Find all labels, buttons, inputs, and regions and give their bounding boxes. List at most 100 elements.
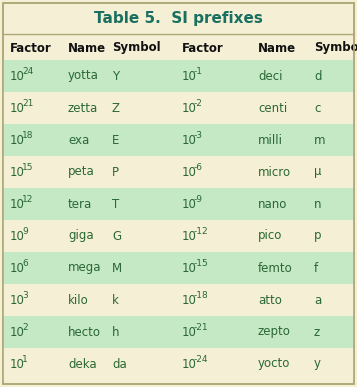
Text: 12: 12 — [22, 195, 33, 204]
Text: a: a — [314, 293, 321, 307]
Text: Factor: Factor — [182, 41, 224, 55]
Text: Factor: Factor — [10, 41, 52, 55]
Text: Table 5.  SI prefixes: Table 5. SI prefixes — [94, 10, 263, 26]
Text: yotta: yotta — [68, 70, 99, 82]
Bar — [178, 124, 354, 156]
Bar — [178, 316, 354, 348]
Bar — [3, 156, 178, 188]
Text: nano: nano — [258, 197, 287, 211]
Text: E: E — [112, 134, 119, 147]
Bar — [178, 284, 354, 316]
Text: T: T — [112, 197, 119, 211]
Text: 10: 10 — [182, 262, 197, 274]
Text: 10: 10 — [10, 325, 25, 339]
Text: -6: -6 — [194, 163, 203, 173]
Text: da: da — [112, 358, 127, 370]
Text: tera: tera — [68, 197, 92, 211]
Text: zepto: zepto — [258, 325, 291, 339]
Text: zetta: zetta — [68, 101, 98, 115]
Text: 10: 10 — [10, 197, 25, 211]
Bar — [3, 316, 178, 348]
Text: -12: -12 — [194, 228, 208, 236]
Text: 2: 2 — [22, 324, 27, 332]
Text: 6: 6 — [22, 260, 28, 269]
Text: peta: peta — [68, 166, 95, 178]
Text: hecto: hecto — [68, 325, 101, 339]
Bar — [178, 60, 354, 92]
Text: -24: -24 — [194, 356, 208, 365]
Text: yocto: yocto — [258, 358, 290, 370]
Text: giga: giga — [68, 229, 94, 243]
Bar — [3, 284, 178, 316]
Text: k: k — [112, 293, 119, 307]
Bar — [178, 156, 354, 188]
Text: f: f — [314, 262, 318, 274]
Bar — [3, 92, 178, 124]
Text: deci: deci — [258, 70, 282, 82]
Text: Symbol: Symbol — [314, 41, 357, 55]
Text: 10: 10 — [182, 358, 197, 370]
Text: G: G — [112, 229, 121, 243]
Text: exa: exa — [68, 134, 89, 147]
Text: 24: 24 — [22, 67, 33, 77]
Text: -1: -1 — [194, 67, 203, 77]
Bar — [178, 348, 354, 380]
Text: c: c — [314, 101, 320, 115]
Bar — [3, 252, 178, 284]
Text: n: n — [314, 197, 322, 211]
Text: deka: deka — [68, 358, 97, 370]
Text: 3: 3 — [22, 291, 28, 300]
Text: P: P — [112, 166, 119, 178]
Text: -15: -15 — [194, 260, 209, 269]
Text: μ: μ — [314, 166, 322, 178]
Bar — [3, 60, 178, 92]
Text: 18: 18 — [22, 132, 34, 140]
Text: centi: centi — [258, 101, 287, 115]
Text: 10: 10 — [182, 70, 197, 82]
Text: femto: femto — [258, 262, 293, 274]
Text: -2: -2 — [194, 99, 203, 108]
Text: d: d — [314, 70, 322, 82]
Text: 10: 10 — [182, 101, 197, 115]
Text: Name: Name — [68, 41, 106, 55]
Text: 1: 1 — [22, 356, 28, 365]
Text: h: h — [112, 325, 120, 339]
Text: Name: Name — [258, 41, 296, 55]
Text: mega: mega — [68, 262, 101, 274]
Text: 10: 10 — [10, 262, 25, 274]
Text: 10: 10 — [182, 293, 197, 307]
Text: atto: atto — [258, 293, 282, 307]
Bar — [178, 252, 354, 284]
Text: Symbol: Symbol — [112, 41, 161, 55]
Text: 10: 10 — [10, 358, 25, 370]
Text: 10: 10 — [10, 70, 25, 82]
Text: 10: 10 — [10, 229, 25, 243]
Text: -9: -9 — [194, 195, 203, 204]
Text: 10: 10 — [10, 134, 25, 147]
Text: -3: -3 — [194, 132, 203, 140]
Text: p: p — [314, 229, 322, 243]
Text: 15: 15 — [22, 163, 34, 173]
Text: 9: 9 — [22, 228, 28, 236]
Bar — [178, 220, 354, 252]
Text: -21: -21 — [194, 324, 208, 332]
Bar — [3, 124, 178, 156]
Text: 10: 10 — [10, 101, 25, 115]
Text: milli: milli — [258, 134, 283, 147]
Text: pico: pico — [258, 229, 282, 243]
Text: Y: Y — [112, 70, 119, 82]
Text: 10: 10 — [10, 293, 25, 307]
Text: 10: 10 — [182, 197, 197, 211]
Text: 10: 10 — [182, 134, 197, 147]
Text: kilo: kilo — [68, 293, 89, 307]
Text: micro: micro — [258, 166, 291, 178]
Bar — [3, 188, 178, 220]
Text: Z: Z — [112, 101, 120, 115]
Text: y: y — [314, 358, 321, 370]
Text: 10: 10 — [182, 166, 197, 178]
Bar — [3, 348, 178, 380]
Text: M: M — [112, 262, 122, 274]
Text: 10: 10 — [182, 229, 197, 243]
Text: -18: -18 — [194, 291, 209, 300]
Text: 10: 10 — [10, 166, 25, 178]
